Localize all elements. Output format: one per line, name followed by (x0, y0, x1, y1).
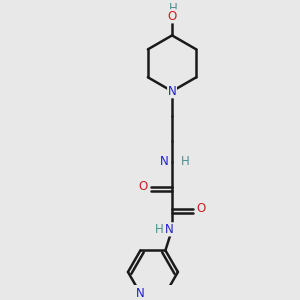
Text: H: H (181, 155, 190, 168)
Text: N: N (136, 287, 145, 300)
Text: O: O (167, 10, 177, 23)
Text: H: H (169, 2, 178, 16)
Text: O: O (196, 202, 206, 215)
Text: O: O (139, 180, 148, 193)
Text: N: N (168, 85, 176, 98)
Text: N: N (160, 155, 169, 168)
Text: N: N (165, 223, 174, 236)
Text: H: H (154, 223, 163, 236)
